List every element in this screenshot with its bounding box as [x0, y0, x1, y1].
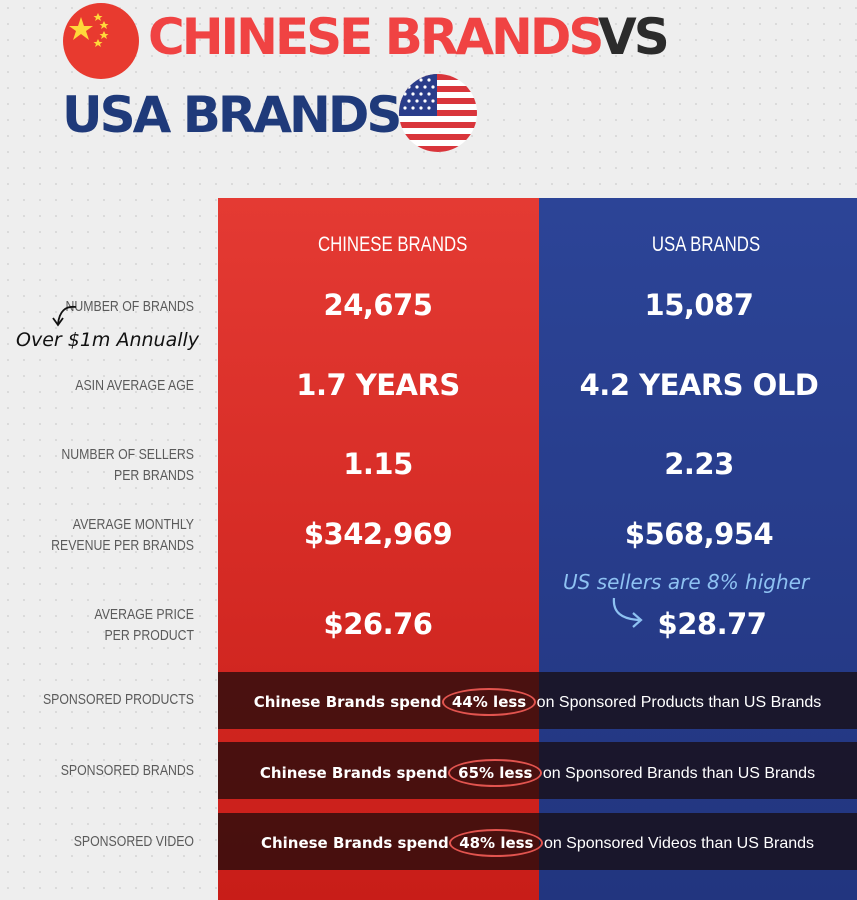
sponsored-brands-text: Chinese Brands spend 65% less on Sponsor… — [218, 759, 857, 787]
row-label-asin-age: ASIN AVERAGE AGE — [75, 377, 194, 394]
usa-column-header: USA BRANDS — [651, 233, 761, 256]
title-usa-brands: USA BRANDS — [62, 86, 402, 144]
chinese-number-of-brands: 24,675 — [323, 288, 433, 322]
sponsored-video-text: Chinese Brands spend 48% less on Sponsor… — [218, 829, 857, 857]
chinese-monthly-revenue: $342,969 — [303, 517, 453, 551]
china-flag-icon — [63, 3, 139, 79]
arrow-right-icon — [612, 597, 643, 628]
sponsored-products-band — [218, 672, 857, 729]
usa-flag-icon — [399, 74, 477, 152]
arrow-down-icon — [52, 305, 77, 327]
row-label-sponsored-brands: SPONSORED BRANDS — [60, 762, 194, 779]
annotation-us-higher: US sellers are 8% higher — [563, 570, 810, 594]
row-label-sponsored-video: SPONSORED VIDEO — [73, 833, 194, 850]
highlight-44-less: 44% less — [441, 688, 537, 716]
usa-asin-age: 4.2 YEARS OLD — [579, 368, 819, 402]
row-label-monthly-revenue: AVERAGE MONTHLY REVENUE PER BRANDS — [51, 516, 194, 554]
chinese-sellers-per-brand: 1.15 — [343, 447, 413, 481]
chinese-column-header: CHINESE BRANDS — [318, 233, 468, 256]
title-vs: VS — [598, 8, 670, 66]
usa-number-of-brands: 15,087 — [644, 288, 754, 322]
row-label-number-of-brands: NUMBER OF BRANDS — [65, 298, 194, 315]
annotation-over-1m: Over $1m Annually — [16, 329, 200, 351]
sponsored-products-text: Chinese Brands spend 44% less on Sponsor… — [218, 688, 857, 716]
usa-sellers-per-brand: 2.23 — [664, 447, 734, 481]
row-label-average-price: AVERAGE PRICE PER PRODUCT — [94, 606, 194, 644]
row-label-sellers-per-brand: NUMBER OF SELLERS PER BRANDS — [61, 446, 194, 484]
usa-average-price: $28.77 — [657, 607, 767, 641]
highlight-65-less: 65% less — [448, 759, 543, 787]
chinese-average-price: $26.76 — [323, 607, 433, 641]
title-chinese-brands: CHINESE BRANDS — [148, 8, 604, 66]
usa-monthly-revenue: $568,954 — [624, 517, 774, 551]
chinese-asin-age: 1.7 YEARS — [296, 368, 460, 402]
row-label-sponsored-products: SPONSORED PRODUCTS — [42, 691, 195, 708]
highlight-48-less: 48% less — [449, 829, 544, 857]
